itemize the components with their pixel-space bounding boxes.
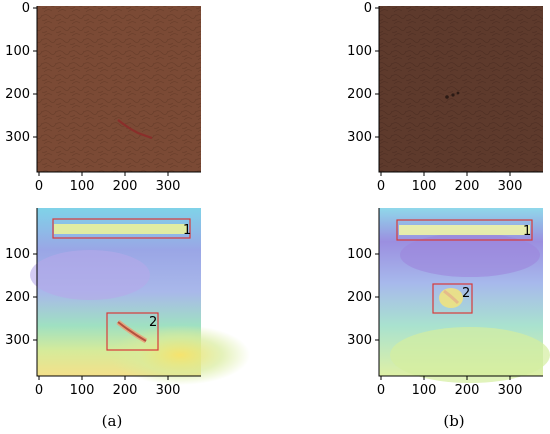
- scratch-defect: [117, 119, 153, 140]
- svg-text:0: 0: [377, 383, 385, 398]
- svg-text:200: 200: [113, 383, 138, 398]
- svg-text:200: 200: [113, 179, 138, 194]
- svg-text:300: 300: [5, 130, 30, 145]
- svg-text:0: 0: [377, 179, 385, 194]
- svg-text:100: 100: [347, 247, 372, 262]
- svg-text:300: 300: [347, 130, 372, 145]
- svg-text:0: 0: [22, 1, 30, 16]
- svg-text:100: 100: [5, 247, 30, 262]
- svg-text:100: 100: [70, 179, 95, 194]
- svg-text:2: 2: [462, 286, 470, 301]
- detection-box-1: [52, 218, 191, 239]
- svg-text:100: 100: [347, 44, 372, 59]
- svg-text:200: 200: [5, 290, 30, 305]
- svg-text:300: 300: [156, 383, 181, 398]
- svg-text:300: 300: [5, 333, 30, 348]
- panel-a-photo: 0 100 200 300 0 100 200 300: [5, 1, 201, 194]
- svg-text:100: 100: [5, 44, 30, 59]
- svg-text:100: 100: [70, 383, 95, 398]
- svg-text:300: 300: [156, 179, 181, 194]
- panel-b-photo: 0 100 200 300 0 100 200 300: [347, 1, 543, 194]
- svg-text:300: 300: [498, 383, 523, 398]
- detection-box-2: [106, 312, 159, 351]
- svg-text:200: 200: [5, 87, 30, 102]
- caption-b: (b): [443, 412, 464, 430]
- dent-defect: [445, 91, 460, 99]
- svg-text:1: 1: [523, 224, 531, 239]
- svg-text:100: 100: [412, 383, 437, 398]
- svg-text:200: 200: [455, 383, 480, 398]
- svg-text:200: 200: [347, 290, 372, 305]
- svg-text:300: 300: [347, 333, 372, 348]
- panel-b-heatmap: 1 2 100 200 300 0 100 200 300: [347, 208, 550, 398]
- svg-text:300: 300: [498, 179, 523, 194]
- svg-text:1: 1: [183, 223, 191, 238]
- detection-box-2: [432, 283, 473, 314]
- caption-a: (a): [102, 412, 123, 430]
- svg-text:2: 2: [149, 315, 157, 330]
- svg-text:200: 200: [455, 179, 480, 194]
- panel-a-heatmap: 1 2 100 200 300 0 100 200 300: [5, 208, 250, 398]
- svg-text:200: 200: [347, 87, 372, 102]
- svg-text:0: 0: [364, 1, 372, 16]
- detection-box-1: [396, 219, 533, 241]
- svg-text:0: 0: [35, 179, 43, 194]
- svg-text:0: 0: [35, 383, 43, 398]
- svg-text:100: 100: [412, 179, 437, 194]
